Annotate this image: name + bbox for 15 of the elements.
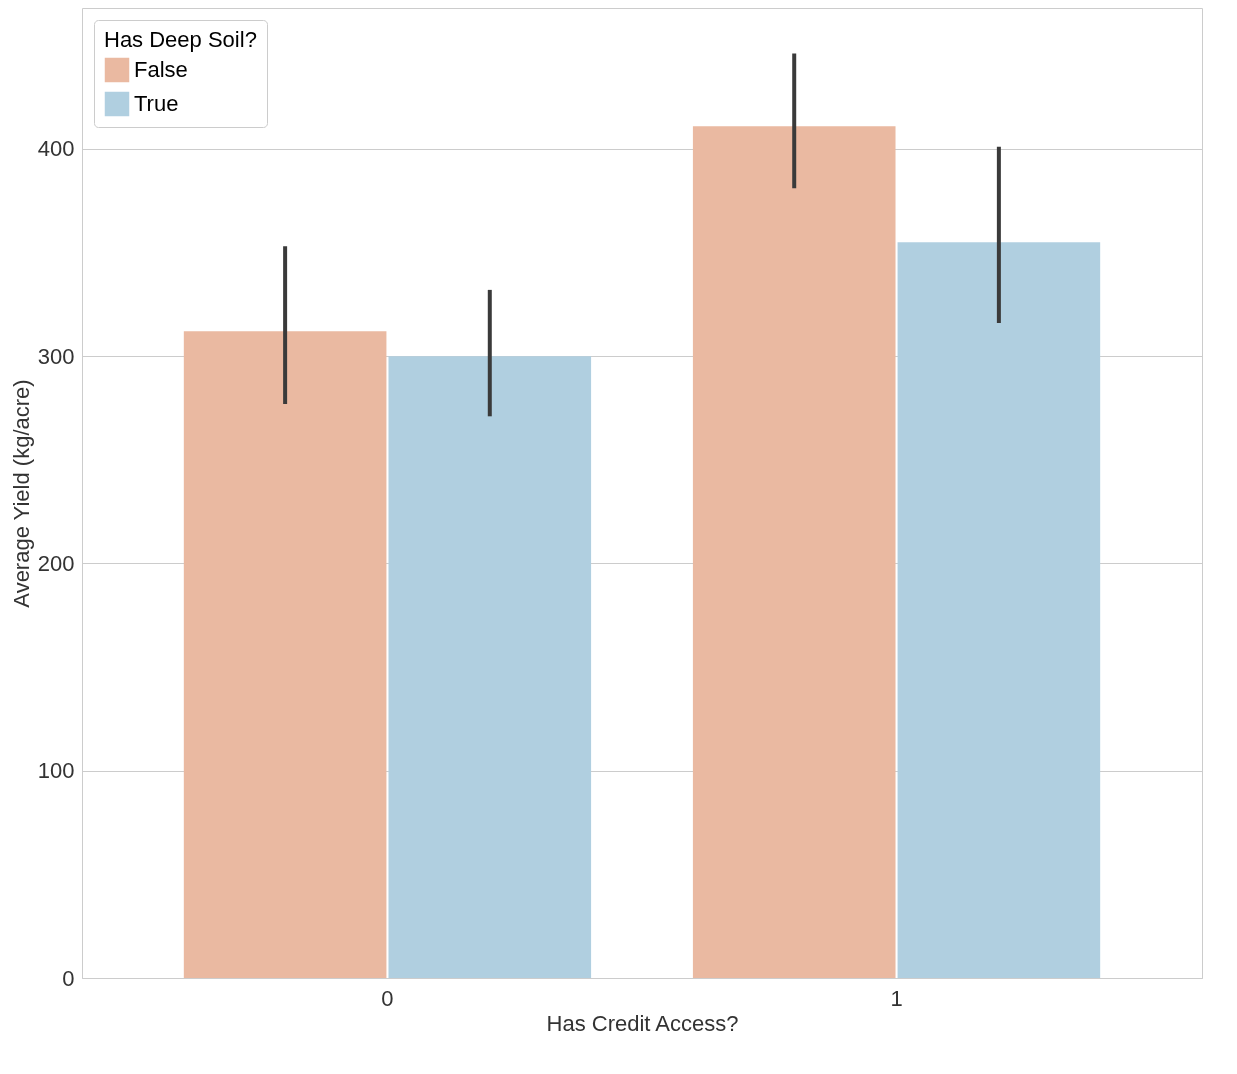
legend-label: False <box>134 57 188 82</box>
legend-label: True <box>134 91 179 116</box>
bar <box>388 356 592 978</box>
y-tick-label: 100 <box>37 758 75 784</box>
y-tick-label: 300 <box>37 343 75 369</box>
bar <box>183 331 387 978</box>
x-axis-title: Has Credit Access? <box>546 1010 739 1036</box>
y-tick-label: 200 <box>37 550 75 576</box>
y-tick-label: 400 <box>37 136 75 162</box>
y-tick-label: 0 <box>62 965 75 991</box>
bar <box>897 242 1101 978</box>
legend-title: Has Deep Soil? <box>104 27 257 52</box>
bar <box>692 126 896 978</box>
x-tick-label: 1 <box>890 985 903 1011</box>
y-axis-title: Average Yield (kg/acre) <box>8 379 34 608</box>
